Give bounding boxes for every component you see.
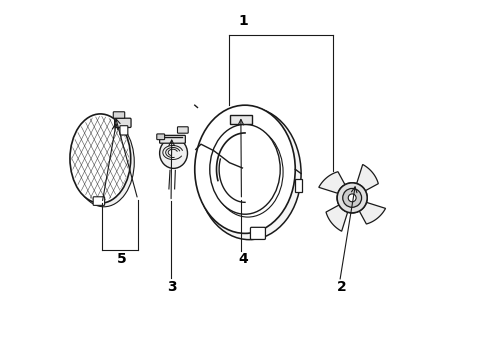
Circle shape bbox=[348, 194, 356, 202]
Text: 4: 4 bbox=[238, 252, 248, 266]
Text: 1: 1 bbox=[238, 14, 248, 28]
Circle shape bbox=[343, 188, 362, 207]
Ellipse shape bbox=[197, 108, 301, 240]
Ellipse shape bbox=[210, 124, 280, 214]
Ellipse shape bbox=[70, 114, 131, 203]
Text: 3: 3 bbox=[167, 280, 176, 294]
FancyBboxPatch shape bbox=[115, 118, 131, 127]
FancyBboxPatch shape bbox=[93, 197, 104, 205]
Bar bbox=[295, 179, 302, 192]
Ellipse shape bbox=[74, 117, 134, 207]
Ellipse shape bbox=[160, 138, 188, 168]
Polygon shape bbox=[319, 172, 347, 194]
Polygon shape bbox=[356, 165, 378, 193]
Ellipse shape bbox=[195, 105, 295, 233]
Polygon shape bbox=[326, 203, 348, 231]
Circle shape bbox=[337, 183, 367, 213]
FancyBboxPatch shape bbox=[177, 127, 188, 133]
Text: 2: 2 bbox=[337, 280, 346, 294]
FancyBboxPatch shape bbox=[160, 135, 185, 143]
Circle shape bbox=[337, 183, 367, 213]
Polygon shape bbox=[357, 201, 386, 224]
Circle shape bbox=[343, 188, 362, 207]
FancyBboxPatch shape bbox=[120, 126, 128, 135]
FancyBboxPatch shape bbox=[157, 134, 165, 140]
Text: 5: 5 bbox=[117, 252, 126, 266]
Circle shape bbox=[348, 194, 356, 202]
Polygon shape bbox=[230, 116, 251, 124]
FancyBboxPatch shape bbox=[250, 227, 266, 239]
FancyBboxPatch shape bbox=[113, 112, 125, 118]
